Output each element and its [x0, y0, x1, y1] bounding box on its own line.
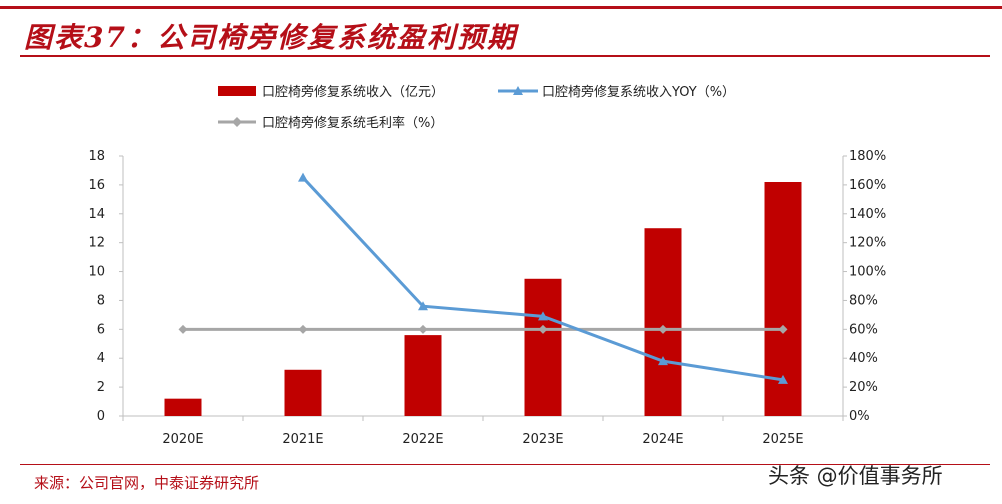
legend-swatch-revenue — [218, 86, 256, 96]
x-tick-label: 2023E — [522, 432, 563, 447]
x-tick-label: 2022E — [402, 432, 443, 447]
x-tick-label: 2020E — [162, 432, 203, 447]
x-tick-label: 2025E — [762, 432, 803, 447]
x-tick-label: 2021E — [282, 432, 323, 447]
y-tick-label-left: 2 — [97, 380, 105, 395]
point-margin-2022E — [418, 324, 428, 334]
y-tick-label-right: 60% — [849, 322, 878, 337]
page-title: 图表37：公司椅旁修复系统盈利预期 — [24, 21, 517, 54]
x-tick-labels: 2020E 2021E 2022E 2023E 2024E 2025E — [162, 432, 803, 447]
y-tick-label-right: 180% — [849, 149, 886, 164]
point-yoy-2022E — [418, 301, 428, 311]
point-yoy-2024E — [658, 356, 668, 366]
point-margin-2023E — [538, 324, 548, 334]
top-rule — [0, 6, 1002, 9]
y-tick-label-right: 40% — [849, 351, 878, 366]
legend-label-revenue: 口腔椅旁修复系统收入（亿元） — [262, 84, 444, 100]
y-tick-label-right: 20% — [849, 380, 878, 395]
legend-label-yoy: 口腔椅旁修复系统收入YOY（%） — [542, 84, 735, 100]
y-tick-label-left: 8 — [97, 293, 105, 308]
series-lines — [178, 172, 788, 384]
x-tick-label: 2024E — [642, 432, 683, 447]
point-yoy-2021E — [298, 172, 308, 182]
point-margin-2020E — [178, 324, 188, 334]
y-tick-label-left: 10 — [88, 265, 105, 280]
legend-marker-margin — [232, 117, 242, 127]
legend: 口腔椅旁修复系统收入（亿元） 口腔椅旁修复系统收入YOY（%） 口腔椅旁修复系统… — [218, 84, 735, 131]
y-tick-label-right: 140% — [849, 207, 886, 222]
y-tick-label-right: 120% — [849, 236, 886, 251]
y-tick-label-left: 12 — [88, 236, 105, 251]
footer-rule — [20, 464, 990, 465]
source-note: 来源：公司官网，中泰证券研究所 — [34, 474, 260, 492]
y-tick-label-left: 16 — [88, 178, 105, 193]
bar-revenue-2024E — [644, 228, 682, 416]
y-tick-label-left: 18 — [88, 149, 105, 164]
y-tick-label-left: 6 — [97, 322, 105, 337]
bars — [164, 182, 802, 416]
point-margin-2021E — [298, 324, 308, 334]
watermark-text: 头条 @价值事务所 — [768, 464, 943, 488]
y-tick-label-left: 4 — [97, 351, 105, 366]
point-margin-2024E — [658, 324, 668, 334]
y-tick-label-left: 0 — [97, 409, 105, 424]
point-margin-2025E — [778, 324, 788, 334]
title-rule — [20, 55, 990, 57]
y-tick-label-left: 14 — [88, 207, 105, 222]
axes: 0246810121416180%20%40%60%80%100%120%140… — [88, 149, 886, 424]
point-yoy-2025E — [778, 374, 788, 384]
point-yoy-2023E — [538, 311, 548, 321]
y-tick-label-right: 0% — [849, 409, 870, 424]
legend-label-margin: 口腔椅旁修复系统毛利率（%） — [262, 115, 443, 131]
y-tick-label-right: 80% — [849, 293, 878, 308]
bar-revenue-2023E — [524, 278, 562, 416]
legend-marker-yoy — [513, 86, 523, 95]
bar-revenue-2022E — [404, 335, 442, 416]
y-tick-label-right: 100% — [849, 265, 886, 280]
y-tick-label-right: 160% — [849, 178, 886, 193]
bar-revenue-2020E — [164, 398, 202, 416]
bar-revenue-2021E — [284, 369, 322, 416]
